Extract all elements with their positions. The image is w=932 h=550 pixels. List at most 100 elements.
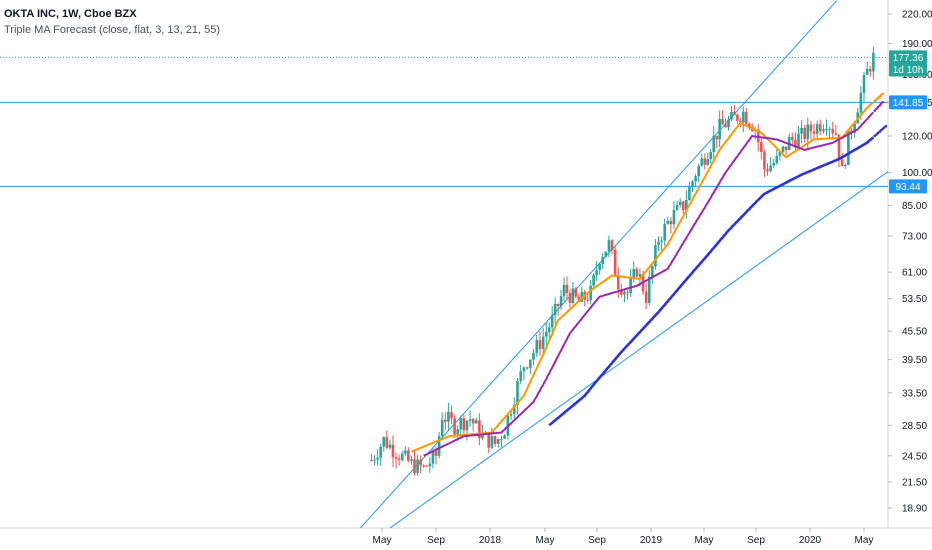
candle-body [803,127,806,139]
candle-body [538,340,542,349]
candle-body [688,186,691,201]
ma-21-forecast-dot [873,109,877,112]
candle-body [577,296,581,302]
candle-body [391,444,395,458]
candle-body [562,284,566,297]
candle-body [638,274,642,277]
candle-body [519,371,523,382]
time-tick-label: May [536,535,555,546]
candle-body [781,146,785,152]
candle-body [382,437,386,447]
candle-body [431,450,435,464]
candle-body [868,68,872,72]
price-tick-label: 24.50 [902,451,927,462]
candle-body [736,114,739,121]
candle-body [610,240,614,250]
candle-body [691,181,694,187]
candle-body [797,133,800,148]
candle-body [541,336,545,349]
candle-body [598,263,601,271]
candle-body [651,266,654,278]
ma-55-line [548,136,875,427]
candle-body [678,201,682,206]
time-tick-label: Sep [427,535,445,546]
candle-body [589,285,592,301]
candle-body [681,201,685,211]
candle-body [471,419,475,424]
candle-body [416,459,419,474]
candle-body [620,289,623,295]
candle-body [437,436,441,456]
price-tick-label: 21.50 [902,478,927,489]
candle-body [604,251,608,257]
candle-body [450,411,453,419]
price-tick-label: 73.00 [902,232,927,243]
candle-body [553,303,557,316]
candle-body [544,331,548,337]
candle-body [837,134,841,160]
candle-body [503,435,506,439]
candle-body [613,249,617,275]
candle-body [626,292,629,294]
candle-body [718,119,721,140]
candle-body [440,419,444,437]
candle-body [616,274,620,290]
candle-body [663,223,666,241]
candle-body [715,135,718,140]
candle-body [654,245,657,267]
candle-body [468,419,472,421]
trend-line [389,170,888,528]
candle-body [742,111,745,123]
candle-body [862,74,866,93]
plot-area [0,0,888,528]
candle-body [478,420,481,439]
candle-body [700,158,704,166]
candle-body [747,123,751,127]
candle-body [592,274,595,286]
candle-body [744,111,748,124]
candle-body [529,359,532,369]
trend-line [359,0,838,528]
candle-body [388,444,392,448]
candle-body [712,135,716,152]
candle-body [629,278,632,294]
candle-body [379,446,382,458]
candle-body [763,151,766,170]
candle-body [865,68,869,75]
candle-body [818,124,822,132]
candle-body [459,418,463,430]
candle-body [574,288,578,297]
candle-body [800,127,803,134]
price-badge [889,95,927,110]
candle-body [794,139,797,148]
candle-body [565,284,569,294]
ma-13-forecast-dot [879,93,883,97]
candle-body [493,436,497,444]
price-tick-label: 33.50 [902,388,927,399]
ma-21-forecast-dot [876,105,880,109]
candle-body [490,436,494,448]
ma-55-forecast-dot [873,134,877,138]
candle-body [410,459,413,461]
candle-body [443,419,447,422]
candle-body [397,458,401,460]
candle-body [586,299,589,301]
candle-body [607,240,611,252]
price-badge [889,50,927,65]
price-tick-label: 120.00 [902,131,932,142]
candle-body [407,450,410,461]
time-tick-label: May [373,535,392,546]
candle-body [706,159,710,165]
candle-body [669,220,673,225]
candle-body [394,457,398,459]
price-tick-label: 61.00 [902,268,927,279]
candle-body [447,411,450,422]
candle-body [724,124,727,128]
price-badge-label: 177.36 [893,53,924,64]
candle-body [456,429,459,435]
ma-21-forecast-dot [879,102,883,106]
candle-body [806,124,810,139]
candle-body [595,270,598,275]
